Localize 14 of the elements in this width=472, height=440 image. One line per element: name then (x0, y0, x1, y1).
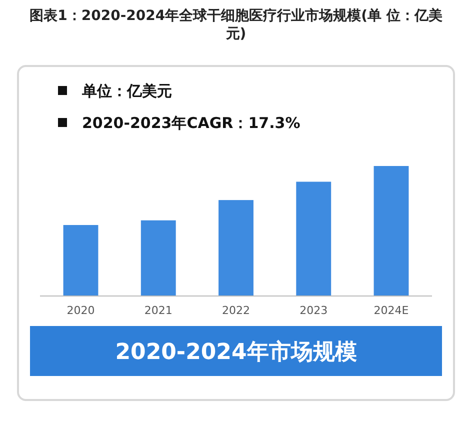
bar (140, 220, 176, 296)
x-tick-label: 2024E (374, 304, 409, 317)
x-tick-label: 2021 (144, 304, 172, 317)
x-tick-label: 2022 (222, 304, 250, 317)
bar (374, 166, 409, 296)
bar (296, 182, 332, 296)
text: 单位：亿美元 (81, 82, 172, 100)
chart-title: 图表1：2020-2024年全球干细胞医疗行业市场规模(单 位：亿美元) (30, 7, 442, 42)
bar (218, 200, 254, 296)
x-tick-label: 2020 (66, 304, 95, 317)
text: 2020-2023年CAGR：17.3% (82, 114, 300, 132)
x-tick-label: 2023 (300, 304, 328, 317)
text: 2020-2024年市场规模 (115, 339, 357, 365)
bar (63, 225, 98, 296)
